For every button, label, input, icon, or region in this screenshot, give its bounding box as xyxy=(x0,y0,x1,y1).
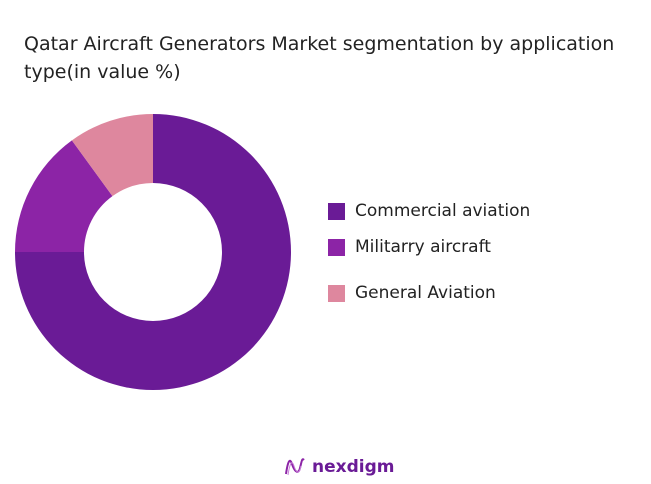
legend-item-military: Militarry aircraft xyxy=(328,237,491,257)
nexdigm-logo: nexdigm xyxy=(284,456,394,478)
slice-military-aircraft xyxy=(15,140,113,252)
chart-title: Qatar Aircraft Generators Market segment… xyxy=(24,33,615,83)
slice-commercial-aviation xyxy=(15,114,291,390)
logo-icon xyxy=(285,458,305,476)
legend-item-general: General Aviation xyxy=(328,283,496,303)
legend-label: General Aviation xyxy=(355,283,496,303)
legend-item-commercial: Commercial aviation xyxy=(328,201,530,221)
legend-label: Militarry aircraft xyxy=(355,237,491,257)
legend-swatch xyxy=(328,238,345,256)
legend-label: Commercial aviation xyxy=(355,201,531,221)
slice-general-aviation xyxy=(71,114,153,197)
logo-text: nexdigm xyxy=(312,457,395,477)
legend-swatch xyxy=(328,284,345,302)
legend-swatch xyxy=(328,202,345,220)
